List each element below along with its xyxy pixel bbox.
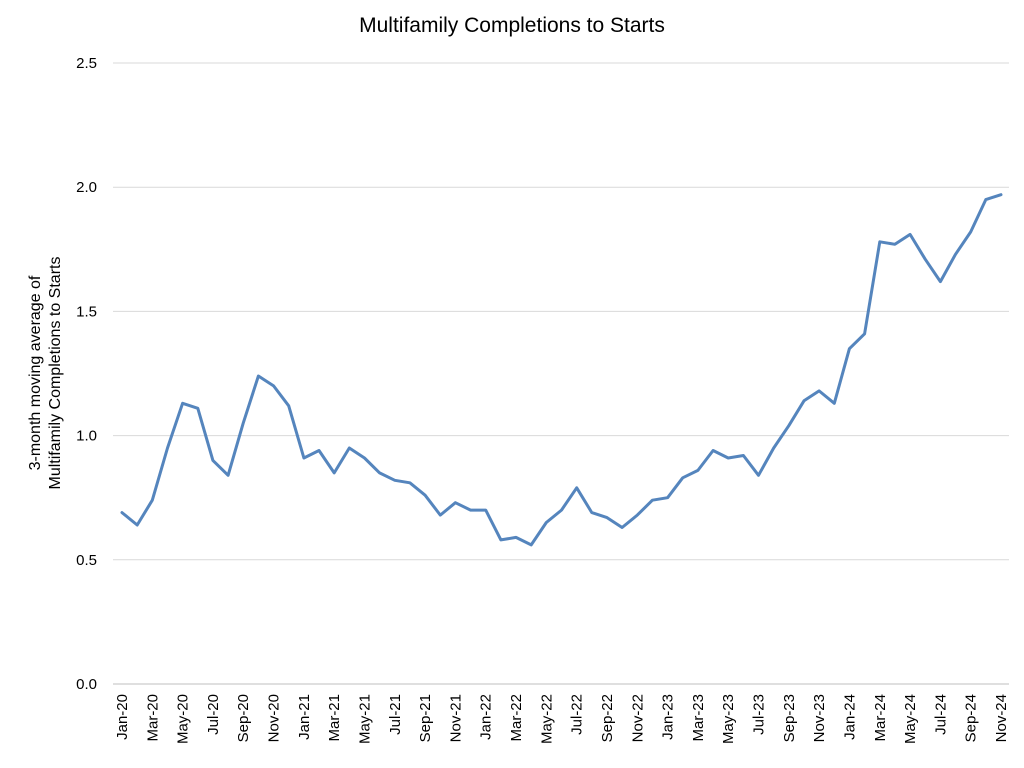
x-tick-label: Jul-23 — [751, 694, 768, 735]
x-tick-label: May-21 — [356, 694, 373, 744]
x-tick-label: Jul-22 — [569, 694, 586, 735]
x-tick-label: May-22 — [538, 694, 555, 744]
x-tick-label: Nov-23 — [811, 694, 828, 742]
x-tick-label: Nov-21 — [447, 694, 464, 742]
x-tick-label: Jan-24 — [841, 694, 858, 740]
x-tick-label: Mar-21 — [326, 694, 343, 742]
x-tick-label: Jan-22 — [478, 694, 495, 740]
y-tick-label: 0.0 — [76, 676, 97, 693]
chart-title: Multifamily Completions to Starts — [359, 14, 665, 37]
x-tick-label: Mar-23 — [690, 694, 707, 742]
x-tick-label: Sep-20 — [235, 694, 252, 742]
x-tick-label: Jan-20 — [114, 694, 131, 740]
x-tick-label: Mar-22 — [508, 694, 525, 742]
y-tick-label: 1.5 — [76, 303, 97, 320]
x-tick-label: Nov-24 — [993, 694, 1010, 742]
x-tick-label: Nov-20 — [266, 694, 283, 742]
x-tick-label: Jan-21 — [296, 694, 313, 740]
series-line — [120, 193, 1003, 547]
y-tick-label: 1.0 — [76, 428, 97, 445]
x-tick-label: Mar-24 — [872, 694, 889, 742]
x-tick-label: Sep-22 — [599, 694, 616, 742]
x-tick-label: May-24 — [902, 694, 919, 744]
x-tick-label: Jul-21 — [387, 694, 404, 735]
x-tick-label: Nov-22 — [629, 694, 646, 742]
x-tick-label: Jul-24 — [932, 694, 949, 735]
x-tick-label: May-23 — [720, 694, 737, 744]
x-tick-label: Jul-20 — [205, 694, 222, 735]
x-tick-label: Jan-23 — [660, 694, 677, 740]
x-tick-label: Sep-24 — [963, 694, 980, 742]
x-tick-label: Mar-20 — [144, 694, 161, 742]
y-tick-label: 0.5 — [76, 552, 97, 569]
y-tick-label: 2.5 — [76, 55, 97, 72]
y-tick-label: 2.0 — [76, 179, 97, 196]
x-tick-label: Sep-23 — [781, 694, 798, 742]
x-tick-label: Sep-21 — [417, 694, 434, 742]
x-tick-label: May-20 — [175, 694, 192, 744]
